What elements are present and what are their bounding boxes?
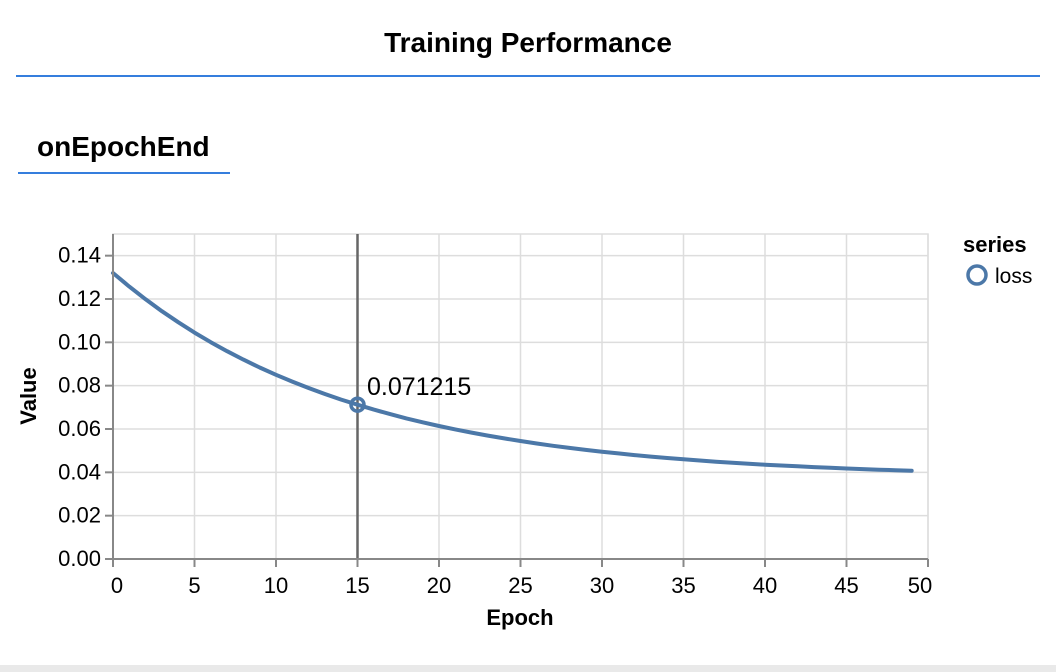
x-tick-label: 45 bbox=[834, 573, 858, 598]
gridlines bbox=[112, 233, 929, 560]
legend-title: series bbox=[963, 232, 1027, 257]
x-axis-title: Epoch bbox=[486, 605, 553, 630]
legend-label-loss[interactable]: loss bbox=[995, 265, 1032, 288]
y-tick-label: 0.06 bbox=[58, 416, 101, 441]
legend-swatch-loss-icon[interactable] bbox=[966, 264, 988, 286]
y-axis-title: Value bbox=[16, 367, 41, 424]
y-tick-label: 0.04 bbox=[58, 459, 101, 484]
x-tick-label: 20 bbox=[427, 573, 451, 598]
x-tick-label: 35 bbox=[671, 573, 695, 598]
y-tick-label: 0.14 bbox=[58, 243, 101, 268]
tooltip-value: 0.071215 bbox=[367, 373, 471, 401]
page-title: Training Performance bbox=[384, 27, 672, 58]
loss-line[interactable] bbox=[111, 271, 914, 473]
x-tick-label: 0 bbox=[111, 573, 123, 598]
y-tick-label: 0.10 bbox=[58, 329, 101, 354]
highlight-point[interactable] bbox=[349, 396, 366, 413]
x-tick-label: 10 bbox=[264, 573, 288, 598]
y-tick-label: 0.08 bbox=[58, 373, 101, 398]
x-tick-label: 30 bbox=[590, 573, 614, 598]
x-tick-label: 25 bbox=[508, 573, 532, 598]
bottom-divider bbox=[0, 665, 1056, 672]
legend: series loss bbox=[963, 232, 1032, 288]
y-tick-label: 0.02 bbox=[58, 503, 101, 528]
section-title: onEpochEnd bbox=[37, 131, 210, 162]
y-tick-label: 0.00 bbox=[58, 546, 101, 571]
x-tick-label: 50 bbox=[908, 573, 932, 598]
x-tick-label: 15 bbox=[345, 573, 369, 598]
section-header: onEpochEnd bbox=[18, 130, 230, 174]
x-tick-label: 5 bbox=[188, 573, 200, 598]
x-tick-label: 40 bbox=[753, 573, 777, 598]
y-tick-label: 0.12 bbox=[58, 286, 101, 311]
surface-header: Training Performance bbox=[16, 26, 1040, 77]
